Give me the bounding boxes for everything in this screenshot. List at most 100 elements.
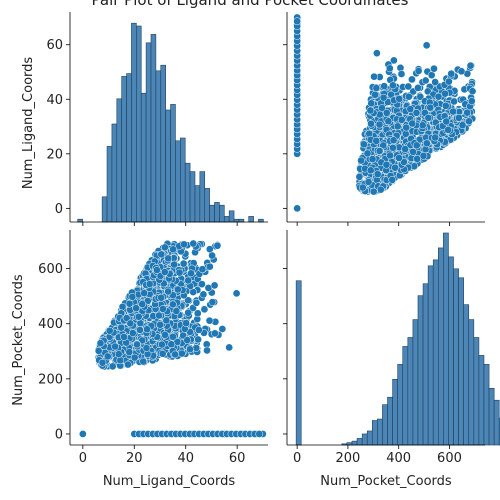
scatter-point — [179, 259, 188, 268]
scatter-point — [409, 148, 417, 156]
ligand-hist-bar — [145, 42, 152, 223]
scatter-point — [424, 114, 433, 122]
pocket-hist-bar — [371, 420, 378, 446]
pocket-hist-bar — [397, 364, 404, 446]
scatter-point — [373, 49, 381, 58]
pocket-hist-bar — [468, 319, 475, 446]
scatter-point — [192, 344, 201, 352]
pocket-histogram-panel — [295, 232, 500, 446]
scatter-point — [360, 140, 368, 149]
scatter-point — [404, 82, 413, 91]
pocket-hist-bar — [448, 256, 454, 446]
x-tick-label: 60 — [229, 451, 246, 466]
scatter-point — [157, 293, 166, 302]
scatter-point — [172, 307, 181, 315]
scatter-point — [382, 108, 391, 117]
scatter-point — [128, 329, 137, 337]
scatter-point — [184, 276, 193, 285]
scatter-point — [126, 319, 135, 328]
scatter-point — [158, 349, 167, 358]
scatter-point — [414, 84, 422, 92]
scatter-point — [371, 90, 379, 99]
scatter-point — [380, 82, 389, 91]
scatter-point — [370, 72, 378, 81]
pocket-hist-bar — [402, 346, 409, 446]
scatter-point — [367, 119, 375, 128]
scatter-point — [468, 87, 477, 96]
pocket-hist-bar — [295, 280, 302, 446]
scatter-point — [120, 333, 128, 341]
y-tick-label: 200 — [38, 372, 63, 387]
scatter-point — [293, 204, 302, 213]
scatter-point — [189, 239, 198, 248]
ligand-hist-bar — [209, 204, 215, 223]
ligand-hist-bar — [238, 218, 245, 223]
scatter-point — [192, 298, 201, 307]
scatter-point — [164, 287, 173, 296]
ligand-hist-bar — [214, 202, 220, 223]
scatter-point — [423, 139, 431, 148]
scatter-point — [225, 343, 234, 352]
scatter-point — [155, 311, 163, 320]
scatter-point — [105, 326, 114, 335]
scatter-point — [366, 166, 375, 175]
ligand-hist-bar — [189, 171, 196, 223]
scatter-point — [198, 265, 207, 274]
scatter-point — [171, 350, 179, 359]
scatter-point — [397, 70, 406, 78]
scatter-point — [136, 326, 144, 334]
ligand-hist-bar — [233, 218, 240, 223]
scatter-point — [402, 123, 411, 132]
scatter-point — [159, 305, 167, 313]
ligand-hist-bar — [194, 185, 201, 223]
scatter-point — [431, 78, 439, 86]
ligand-hist-bar — [150, 34, 157, 223]
pocket-hist-bar — [463, 304, 470, 446]
scatter-point — [130, 353, 139, 362]
scatter-point — [140, 289, 149, 297]
scatter-point — [457, 67, 466, 76]
scatter-point — [422, 41, 431, 50]
scatter-point — [183, 336, 192, 344]
scatter-point — [161, 331, 169, 339]
ligand-hist-bar — [175, 140, 181, 223]
scatter-point — [125, 299, 134, 308]
scatter-point — [193, 309, 202, 318]
scatter-point — [441, 101, 450, 110]
y-axis-label-pocket: Num_Pocket_Coords — [11, 274, 26, 406]
scatter-point — [447, 69, 456, 78]
scatter-point — [203, 346, 211, 355]
scatter-point — [213, 241, 222, 250]
scatter-point — [153, 266, 161, 274]
scatter-point — [408, 75, 416, 84]
scatter-point — [184, 296, 192, 305]
scatter-point — [404, 92, 413, 101]
ligand-hist-bar — [136, 25, 142, 223]
ligand-hist-bar — [155, 70, 162, 223]
scatter-point — [395, 154, 403, 162]
scatter-point — [389, 143, 397, 152]
ligand-histogram-panel — [77, 22, 264, 223]
y-tick-label: 0 — [55, 427, 63, 442]
pocket-hist-bar — [473, 337, 480, 446]
ligand-hist-bar — [170, 104, 176, 223]
ligand-hist-bar — [131, 22, 137, 223]
scatter-point — [162, 316, 171, 325]
scatter-point — [114, 350, 123, 358]
ligand-hist-bar — [258, 218, 264, 223]
scatter-point — [133, 340, 141, 349]
scatter-point — [134, 312, 143, 321]
scatter-point — [138, 300, 147, 308]
scatter-point — [412, 109, 421, 117]
scatter-point — [108, 362, 117, 371]
x-tick-label: 400 — [386, 451, 411, 466]
scatter-point — [445, 77, 453, 86]
scatter-point — [455, 113, 463, 122]
scatter-point — [372, 84, 381, 92]
pocket-hist-bar — [437, 247, 444, 446]
scatter-point — [444, 126, 452, 134]
scatter-point — [194, 335, 202, 344]
pocket-hist-bar — [427, 265, 434, 446]
